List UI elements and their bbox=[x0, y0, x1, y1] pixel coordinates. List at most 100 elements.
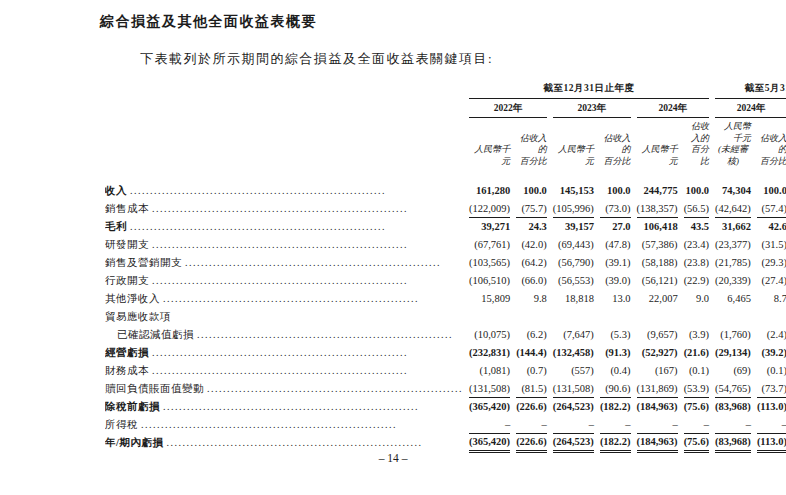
amount-col-header: 人民幣千元 bbox=[469, 118, 510, 168]
pct-value: (75.6) bbox=[684, 398, 709, 416]
row-label-cell: 除稅前虧損 bbox=[105, 398, 463, 416]
dot-leader bbox=[149, 275, 463, 286]
pct-value: (226.6) bbox=[516, 434, 547, 453]
pct-col-header: 佔收入的 百分比 bbox=[600, 118, 631, 168]
row-label: 已確認減值虧損 bbox=[105, 328, 194, 342]
pct-value: (23.8) bbox=[684, 254, 709, 272]
row-label: 銷售成本 bbox=[105, 202, 149, 216]
amount-value: (103,565) bbox=[469, 254, 510, 272]
row-label-cell: 研發開支 bbox=[105, 236, 463, 254]
dot-leader bbox=[127, 185, 463, 196]
year-header-2022: 2022年 bbox=[469, 99, 547, 118]
dot-leader bbox=[204, 383, 463, 394]
pct-value: (57.4) bbox=[757, 200, 786, 218]
pct-value: (53.9) bbox=[684, 380, 709, 398]
amount-value: (52,927) bbox=[637, 344, 678, 362]
table-row: 所得稅–––––––––– bbox=[105, 416, 786, 434]
amount-value: (10,075) bbox=[469, 326, 510, 344]
amount-value: – bbox=[469, 416, 510, 434]
amount-value: 39,271 bbox=[469, 218, 510, 236]
amount-value: (23,377) bbox=[715, 236, 751, 254]
amount-col-label: 人民幣千元 bbox=[724, 121, 751, 143]
pct-value: 42.6 bbox=[757, 218, 786, 236]
amount-value: 6,465 bbox=[715, 290, 751, 308]
subheader-row: 人民幣千元 佔收入的 百分比 人民幣千元 佔收入的 百分比 人民幣千元 佔收 bbox=[105, 118, 786, 168]
dot-leader bbox=[182, 257, 463, 268]
pct-value: (182.2) bbox=[600, 434, 631, 453]
amount-value: (131,869) bbox=[637, 380, 678, 398]
row-label-cell: 收入 bbox=[105, 168, 463, 200]
amount-value: (9,657) bbox=[637, 326, 678, 344]
amount-value: (106,510) bbox=[469, 272, 510, 290]
row-label: 貿易應收款項 bbox=[105, 310, 171, 324]
amount-value: (57,386) bbox=[637, 236, 678, 254]
amount-value: (365,420) bbox=[469, 434, 510, 453]
dot-leader bbox=[163, 437, 463, 448]
amount-value: (105,996) bbox=[553, 200, 594, 218]
amount-value: (132,458) bbox=[553, 344, 594, 362]
pct-value: (0.1) bbox=[757, 362, 786, 380]
pct-col-label: 佔收入的 bbox=[684, 121, 709, 144]
pct-value: (39.2) bbox=[757, 344, 786, 362]
dot-leader bbox=[138, 419, 463, 430]
pct-value: (39.1) bbox=[600, 254, 631, 272]
pct-value: (3.9) bbox=[684, 326, 709, 344]
amount-value: (1,081) bbox=[469, 362, 510, 380]
amount-value: 18,818 bbox=[553, 290, 594, 308]
amount-value: (21,785) bbox=[715, 254, 751, 272]
pct-col-label: 百分比 bbox=[600, 156, 631, 168]
amount-value: (29,134) bbox=[715, 344, 751, 362]
row-label-cell: 贖回負債賬面值變動 bbox=[105, 380, 463, 398]
pct-value: (21.6) bbox=[684, 344, 709, 362]
pct-value: (29.3) bbox=[757, 254, 786, 272]
table-row: 毛利39,27124.339,15727.0106,41843.531,6624… bbox=[105, 218, 786, 236]
pct-value: (47.8) bbox=[600, 236, 631, 254]
amount-value: (42,642) bbox=[715, 200, 751, 218]
amount-value: (56,790) bbox=[553, 254, 594, 272]
pct-col-header: 佔收入的 百分比 bbox=[684, 118, 709, 168]
pct-value: (75.6) bbox=[684, 434, 709, 453]
pct-value: (66.0) bbox=[516, 272, 547, 290]
row-label-cell: 所得稅 bbox=[105, 416, 463, 434]
amount-value: (56,553) bbox=[553, 272, 594, 290]
pct-value: (64.2) bbox=[516, 254, 547, 272]
pct-value: – bbox=[757, 416, 786, 434]
pct-value: 100.0 bbox=[684, 168, 709, 200]
intro-text: 下表載列於所示期間的綜合損益及全面收益表關鍵項目: bbox=[140, 50, 493, 68]
row-label: 收入 bbox=[105, 184, 127, 198]
dot-leader bbox=[149, 365, 463, 376]
amount-value: (122,009) bbox=[469, 200, 510, 218]
amount-value: (83,968) bbox=[715, 434, 751, 453]
unaudited-note: (未經審核) bbox=[715, 144, 751, 167]
amount-value: (184,963) bbox=[637, 398, 678, 416]
amount-col-header: 人民幣千元 bbox=[637, 118, 678, 168]
amount-value: 39,157 bbox=[553, 218, 594, 236]
row-label-cell: 經營虧損 bbox=[105, 344, 463, 362]
pct-value: (182.2) bbox=[600, 398, 631, 416]
pct-value: 27.0 bbox=[600, 218, 631, 236]
row-label-cell: 其他淨收入 bbox=[105, 290, 463, 308]
page-number: – 14 – bbox=[0, 452, 786, 464]
amount-value: (83,968) bbox=[715, 398, 751, 416]
amount-value: – bbox=[553, 416, 594, 434]
row-label-cell: 年/期內虧損 bbox=[105, 434, 463, 453]
pct-value: (5.3) bbox=[600, 326, 631, 344]
amount-value: (138,357) bbox=[637, 200, 678, 218]
pct-value: 13.0 bbox=[600, 290, 631, 308]
amount-value: (167) bbox=[637, 362, 678, 380]
amount-value: (184,963) bbox=[637, 434, 678, 453]
label-col-header bbox=[105, 118, 463, 168]
pct-value: (6.2) bbox=[516, 326, 547, 344]
pct-value: (27.4) bbox=[757, 272, 786, 290]
amount-value: (67,761) bbox=[469, 236, 510, 254]
amount-value: (69,443) bbox=[553, 236, 594, 254]
pct-value: (73.0) bbox=[600, 200, 631, 218]
pct-value: (0.4) bbox=[600, 362, 631, 380]
pct-col-label: 佔收入的 bbox=[516, 133, 547, 156]
table-row: 已確認減值虧損(10,075)(6.2)(7,647)(5.3)(9,657)(… bbox=[105, 326, 786, 344]
amount-value: 244,775 bbox=[637, 168, 678, 200]
row-label: 銷售及營銷開支 bbox=[105, 256, 182, 270]
pct-value: 8.7 bbox=[757, 290, 786, 308]
year-header-2023: 2023年 bbox=[553, 99, 631, 118]
pct-value: (23.4) bbox=[684, 236, 709, 254]
